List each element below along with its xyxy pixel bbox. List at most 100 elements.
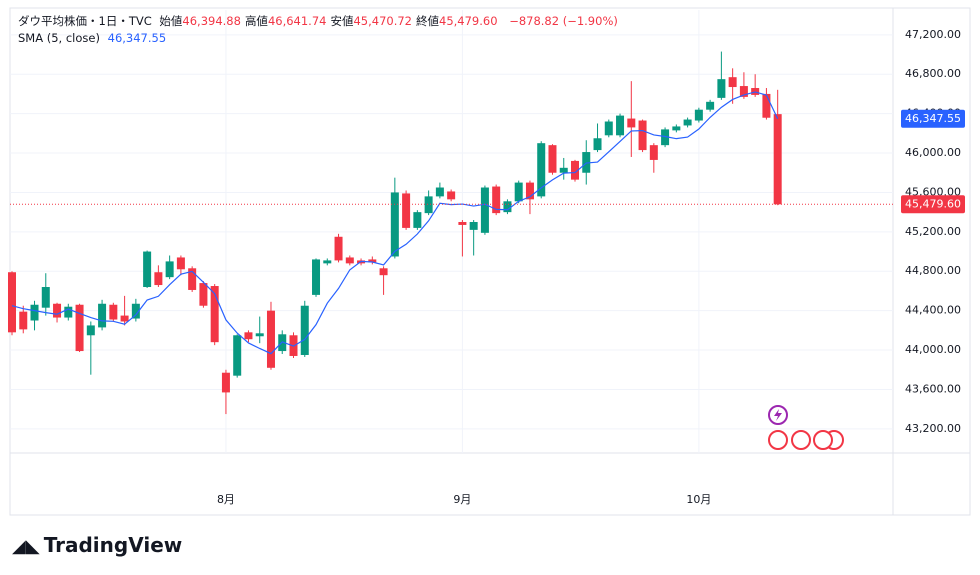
y-tick-label: 45,600.00	[905, 185, 961, 198]
sma-value: 46,347.55	[107, 31, 167, 45]
sma-tag	[901, 109, 965, 128]
candle-body	[706, 101, 715, 110]
candle-body	[537, 143, 546, 197]
y-tick-label: 46,800.00	[905, 67, 961, 80]
candle-body	[244, 332, 253, 340]
sma-name: SMA (5, close)	[18, 31, 100, 45]
candle-body	[672, 126, 681, 131]
candle-body	[424, 196, 433, 214]
candle-body	[154, 272, 163, 286]
candle-body	[571, 160, 579, 180]
candle-body	[717, 79, 726, 98]
candle-body	[762, 93, 771, 118]
last-price-tag	[901, 195, 965, 214]
candle-body	[458, 221, 467, 225]
candles	[8, 51, 782, 415]
ohlc-value: 46,394.88	[182, 14, 241, 28]
candle-body	[312, 259, 321, 295]
candle-body	[492, 186, 501, 214]
candle-body	[368, 259, 377, 263]
ohlc-value: 45,470.72	[353, 14, 412, 28]
candle-body	[345, 257, 354, 264]
candle-body	[435, 187, 444, 197]
candle-body	[131, 303, 140, 319]
candle-body	[199, 283, 208, 306]
last-price-label: 45,479.60	[905, 197, 961, 210]
candle-body	[627, 118, 636, 128]
event-icons	[768, 405, 844, 450]
candle-body	[221, 372, 230, 393]
chart-frame	[9, 7, 971, 516]
candle-body	[413, 212, 422, 228]
legend-ohlc: ダウ平均株価・1日・TVC 始値46,394.88 高値46,641.74 安値45…	[18, 13, 622, 29]
change: −878.82 (−1.90%)	[509, 14, 618, 28]
candle-body	[390, 192, 399, 257]
x-tick-label: 8月	[217, 493, 235, 506]
candle-body	[300, 305, 309, 355]
y-tick-label: 44,400.00	[905, 304, 961, 317]
candle-body	[739, 86, 748, 97]
candle-body	[559, 167, 568, 173]
sma-line	[11, 91, 779, 355]
x-tick-label: 9月	[453, 493, 471, 506]
candle-body	[402, 193, 411, 228]
candle-body	[109, 304, 118, 320]
candle-body	[773, 114, 782, 205]
candle-body	[469, 221, 478, 230]
sma-tag-label: 46,347.55	[905, 112, 961, 125]
ohlc-name: 終値	[416, 14, 439, 28]
ohlc-name: 安値	[330, 14, 354, 28]
y-tick-label: 44,800.00	[905, 264, 961, 277]
y-tick-label: 47,200.00	[905, 28, 961, 41]
candle-body	[638, 120, 647, 151]
candle-body	[593, 138, 602, 151]
candle-body	[188, 268, 197, 290]
candle-body	[8, 272, 16, 333]
candle-body	[728, 77, 737, 88]
candle-body	[604, 121, 613, 136]
candle-body	[86, 325, 95, 336]
y-tick-label: 43,600.00	[905, 382, 961, 395]
candle-body	[165, 261, 174, 278]
candle-body	[120, 315, 129, 322]
candle-body	[683, 119, 692, 126]
candle-body	[480, 187, 489, 233]
x-tick-label: 10月	[686, 493, 711, 506]
candle-body	[548, 145, 557, 173]
candle-body	[143, 251, 152, 288]
ohlc-value: 46,641.74	[267, 14, 327, 28]
ohlc-name: 高値	[244, 14, 268, 28]
candle-body	[255, 333, 264, 337]
candle-body	[176, 257, 185, 270]
candle-body	[334, 236, 343, 261]
candle-body	[447, 191, 456, 200]
candle-body	[616, 115, 625, 136]
brand-name: TradingView	[43, 533, 183, 557]
candle-body	[233, 335, 242, 376]
y-tick-label: 46,000.00	[905, 146, 961, 159]
brand: ◢◣ TradingView	[12, 533, 182, 557]
ohlc-name: 始値	[159, 14, 183, 28]
symbol-title: ダウ平均株価・1日・TVC	[18, 14, 152, 28]
candle-body	[379, 268, 388, 276]
candle-body	[30, 304, 39, 321]
candle-body	[266, 310, 275, 368]
candle-body	[503, 201, 512, 213]
candle-body	[582, 152, 591, 173]
candle-body	[75, 304, 84, 352]
ohlc-value: 45,479.60	[439, 14, 498, 28]
y-tick-label: 43,200.00	[905, 422, 961, 435]
brand-logo: ◢◣	[12, 536, 40, 557]
candle-body	[694, 109, 703, 121]
candle-body	[98, 303, 107, 328]
candle-body	[525, 182, 534, 200]
candle-body	[323, 260, 332, 264]
candle-body	[53, 303, 62, 318]
ohlc-values: 始値46,394.88 高値46,641.74 安値45,470.72 終値45,47…	[159, 14, 501, 28]
candle-body	[514, 182, 523, 202]
y-tick-label: 44,000.00	[905, 343, 961, 356]
candle-body	[649, 145, 658, 160]
candle-body	[19, 311, 28, 330]
